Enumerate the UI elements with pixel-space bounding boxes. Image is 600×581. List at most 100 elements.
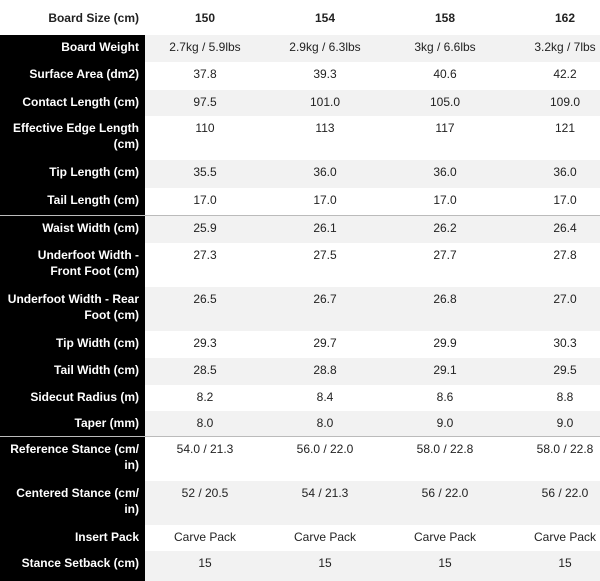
row-value: Carve Pack (293, 530, 357, 544)
spec-row: Tip Width (cm) 29.3 29.7 29.9 30.3 (0, 331, 600, 358)
row-value: 56 / 22.0 (385, 481, 505, 525)
row-value: 40.6 (433, 67, 457, 81)
row-value: 26.4 (505, 214, 600, 243)
row-value: 37.8 (193, 67, 217, 81)
row-value: 17.0 (313, 193, 337, 207)
row-value: 36.0 (265, 160, 385, 188)
row-value: 29.5 (505, 358, 600, 385)
row-value: 56.0 / 22.0 (265, 435, 385, 481)
row-value: 101.0 (265, 90, 385, 116)
row-value: 52 / 20.5 (145, 481, 265, 525)
row-label: Tip Length (cm) (0, 160, 145, 188)
spec-row: Tail Length (cm) 17.0 17.0 17.0 17.0 (0, 188, 600, 215)
header-size: 158 (434, 10, 456, 25)
spec-row: Underfoot Width - Front Foot (cm) 27.3 27.… (0, 243, 600, 287)
row-label: Board Weight (0, 35, 145, 62)
row-label: Tip Width (cm) (0, 331, 145, 358)
row-value: 26.2 (385, 214, 505, 243)
spec-row: Taper (mm) 8.0 8.0 9.0 9.0 (0, 411, 600, 436)
row-value: 3kg / 6.6lbs (385, 35, 505, 62)
row-value: 15 (385, 551, 505, 581)
row-value: 27.7 (433, 248, 457, 262)
row-label: Stance Setback (cm) (0, 551, 145, 581)
row-value: 29.7 (313, 336, 337, 350)
row-value: 25.9 (145, 214, 265, 243)
row-value: 27.3 (193, 248, 217, 262)
row-label: Reference Stance (cm/ in) (0, 435, 145, 481)
row-value: 15 (265, 551, 385, 581)
row-label: Tail Length (cm) (0, 188, 145, 215)
row-value: 26.8 (385, 287, 505, 331)
row-value: 121 (554, 121, 576, 135)
row-value: 42.2 (553, 67, 577, 81)
row-value: 17.0 (553, 193, 577, 207)
header-title: Board Size (cm) (48, 10, 139, 25)
row-value: 9.0 (385, 411, 505, 436)
row-value: 15 (505, 551, 600, 581)
spec-row: Surface Area (dm2) 37.8 39.3 40.6 42.2 (0, 62, 600, 90)
row-value: 109.0 (505, 90, 600, 116)
row-label: Surface Area (dm2) (0, 62, 145, 90)
row-value: 8.4 (316, 390, 334, 404)
spec-row: Board Weight 2.7kg / 5.9lbs 2.9kg / 6.3lbs… (0, 35, 600, 62)
row-value: 9.0 (505, 411, 600, 436)
row-value: 8.0 (265, 411, 385, 436)
row-value: 110 (195, 121, 215, 135)
header-size: 150 (194, 10, 216, 25)
row-value: 58.0 / 22.8 (505, 435, 600, 481)
spec-row: Waist Width (cm) 25.9 26.1 26.2 26.4 (0, 214, 600, 243)
row-value: 97.5 (145, 90, 265, 116)
row-label: Underfoot Width - Rear Foot (cm) (0, 287, 145, 331)
spec-row: Underfoot Width - Rear Foot (cm) 26.5 26.7… (0, 287, 600, 331)
row-value: 3.2kg / 7lbs (505, 35, 600, 62)
row-value: 8.0 (145, 411, 265, 436)
spec-row: Sidecut Radius (m) 8.2 8.4 8.6 8.8 (0, 385, 600, 411)
row-value: 26.5 (145, 287, 265, 331)
row-value: Carve Pack (173, 530, 237, 544)
row-label: Effective Edge Length (cm) (0, 116, 145, 160)
row-label: Waist Width (cm) (0, 214, 145, 243)
row-value: 35.5 (145, 160, 265, 188)
row-label: Insert Pack (0, 525, 145, 551)
row-label: Centered Stance (cm/ in) (0, 481, 145, 525)
row-value: 27.5 (313, 248, 337, 262)
row-value: 17.0 (193, 193, 217, 207)
row-value: 8.2 (196, 390, 214, 404)
row-value: 15 (145, 551, 265, 581)
row-label: Sidecut Radius (m) (0, 385, 145, 411)
row-value: 58.0 / 22.8 (385, 435, 505, 481)
header-size: 154 (314, 10, 336, 25)
row-value: 28.8 (265, 358, 385, 385)
row-value: 36.0 (385, 160, 505, 188)
row-value: 29.1 (385, 358, 505, 385)
row-value: 56 / 22.0 (505, 481, 600, 525)
row-value: Carve Pack (413, 530, 477, 544)
header-size: 162 (554, 10, 576, 25)
spec-row: Stance Setback (cm) 15 15 15 15 (0, 551, 600, 581)
row-value: Carve Pack (533, 530, 597, 544)
row-value: 29.3 (193, 336, 217, 350)
spec-row: Reference Stance (cm/ in) 54.0 / 21.3 56.0… (0, 435, 600, 481)
row-value: 39.3 (313, 67, 337, 81)
row-value: 27.8 (553, 248, 577, 262)
row-value: 29.9 (433, 336, 457, 350)
row-label: Contact Length (cm) (0, 90, 145, 116)
spec-row: Insert Pack Carve Pack Carve Pack Carve Pac… (0, 525, 600, 551)
row-label: Underfoot Width - Front Foot (cm) (0, 243, 145, 287)
row-value: 28.5 (145, 358, 265, 385)
row-value: 2.7kg / 5.9lbs (145, 35, 265, 62)
row-value: 105.0 (385, 90, 505, 116)
row-value: 117 (435, 121, 455, 135)
row-value: 30.3 (553, 336, 577, 350)
row-value: 54.0 / 21.3 (145, 435, 265, 481)
row-value: 54 / 21.3 (265, 481, 385, 525)
row-value: 8.6 (436, 390, 454, 404)
spec-row: Tip Length (cm) 35.5 36.0 36.0 36.0 (0, 160, 600, 188)
row-label: Taper (mm) (0, 411, 145, 436)
header-row: Board Size (cm) 150 154 158 162 (0, 0, 600, 35)
row-value: 36.0 (505, 160, 600, 188)
spec-row: Contact Length (cm) 97.5 101.0 105.0 109.0 (0, 90, 600, 116)
row-value: 8.8 (556, 390, 574, 404)
